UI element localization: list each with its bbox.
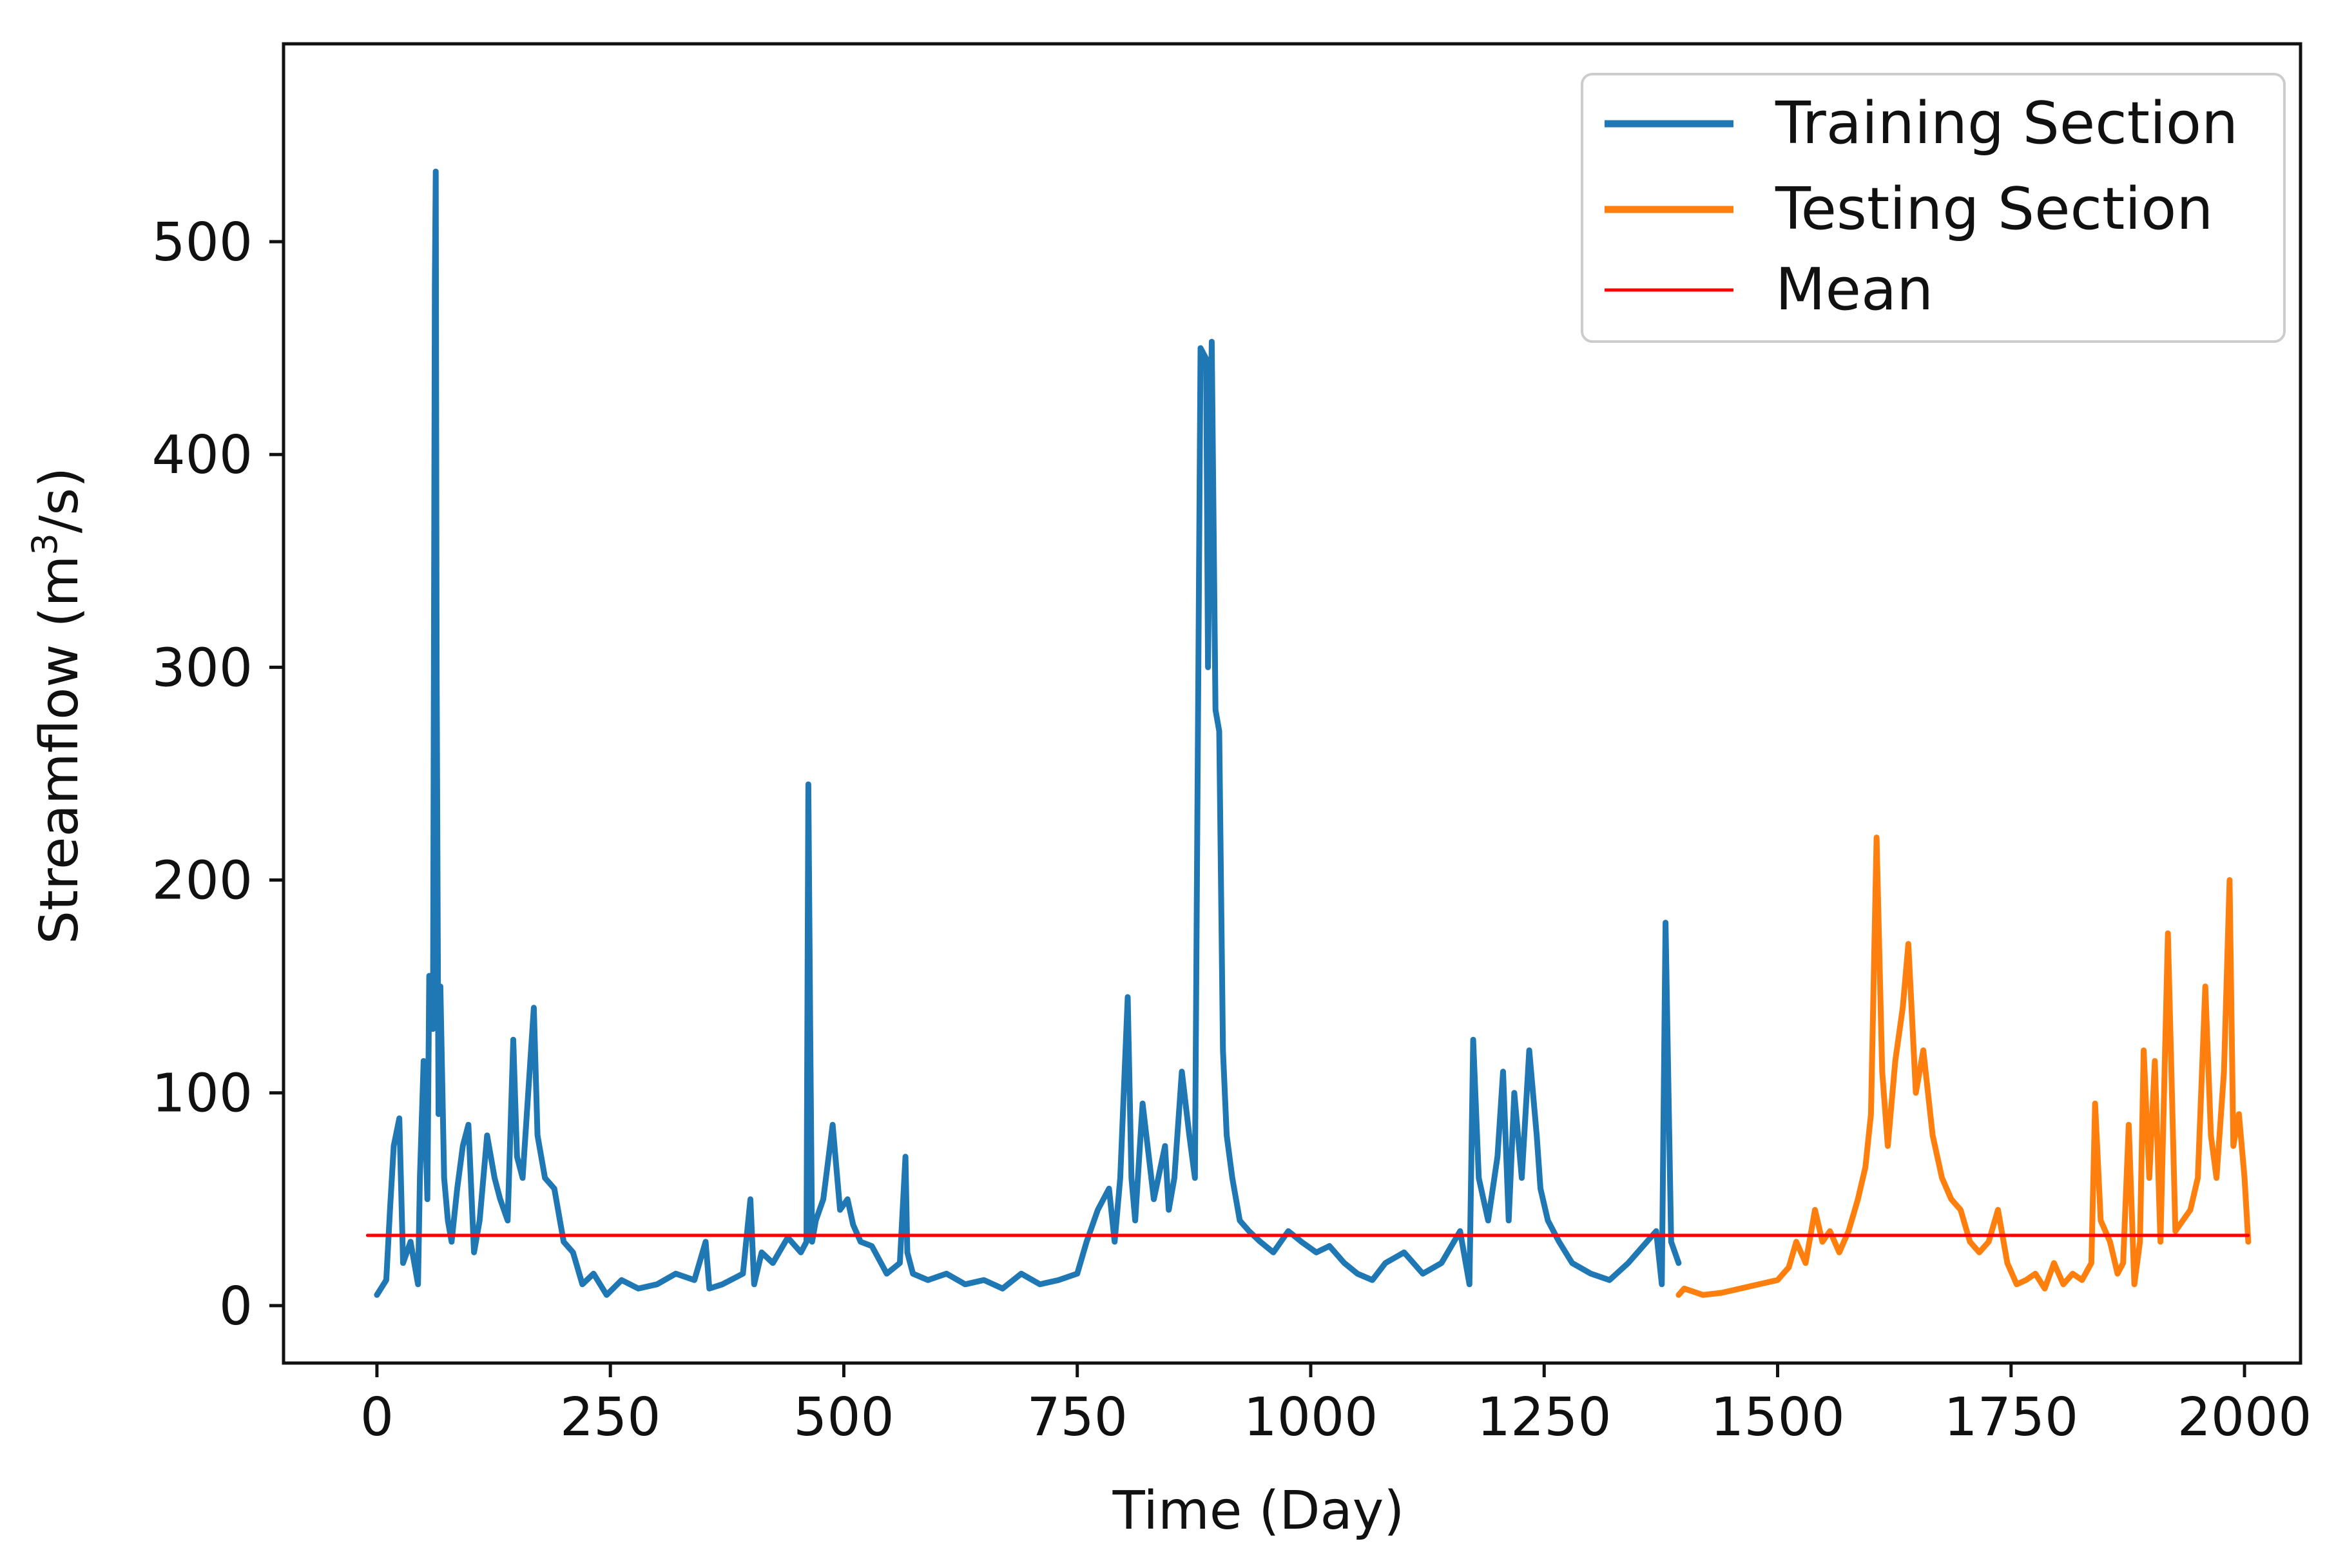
y-tick-label: 400 bbox=[151, 425, 253, 486]
y-tick-label: 500 bbox=[151, 212, 253, 273]
y-axis-label-tail: /s) bbox=[29, 467, 90, 533]
y-axis-label-main: Streamflow (m bbox=[29, 556, 90, 945]
legend-label-testing: Testing Section bbox=[1775, 175, 2213, 243]
y-axis-label-superscript: 3 bbox=[24, 533, 65, 555]
x-tick-label: 500 bbox=[793, 1387, 894, 1448]
series-layer bbox=[365, 168, 2252, 1298]
y-tick-label: 0 bbox=[219, 1276, 253, 1337]
x-tick-label: 1750 bbox=[1944, 1387, 2078, 1448]
x-tick-label: 750 bbox=[1027, 1387, 1128, 1448]
y-tick-label: 200 bbox=[151, 851, 253, 912]
training-series-line bbox=[374, 168, 1682, 1298]
y-tick-label: 300 bbox=[151, 637, 253, 699]
legend-label-mean: Mean bbox=[1775, 256, 1933, 324]
x-tick-label: 1500 bbox=[1710, 1387, 1845, 1448]
x-tick-label: 1000 bbox=[1244, 1387, 1378, 1448]
y-axis-ticks: 0 100 200 300 400 500 bbox=[151, 212, 284, 1337]
legend-frame bbox=[1581, 73, 2286, 343]
y-tick-label: 100 bbox=[151, 1063, 253, 1125]
x-tick-label: 1250 bbox=[1477, 1387, 1612, 1448]
x-tick-label: 250 bbox=[560, 1387, 661, 1448]
legend-label-training: Training Section bbox=[1775, 90, 2238, 157]
legend: Training Section Testing Section Mean bbox=[1581, 73, 2286, 343]
x-tick-label: 2000 bbox=[2177, 1387, 2312, 1448]
y-axis-label: Streamflow (m3/s) bbox=[24, 467, 90, 944]
x-axis-label: Time (Day) bbox=[1112, 1480, 1405, 1542]
x-axis-ticks: 0 250 500 750 1000 1250 1500 1750 2000 bbox=[360, 1363, 2312, 1448]
x-tick-label: 0 bbox=[360, 1387, 394, 1448]
